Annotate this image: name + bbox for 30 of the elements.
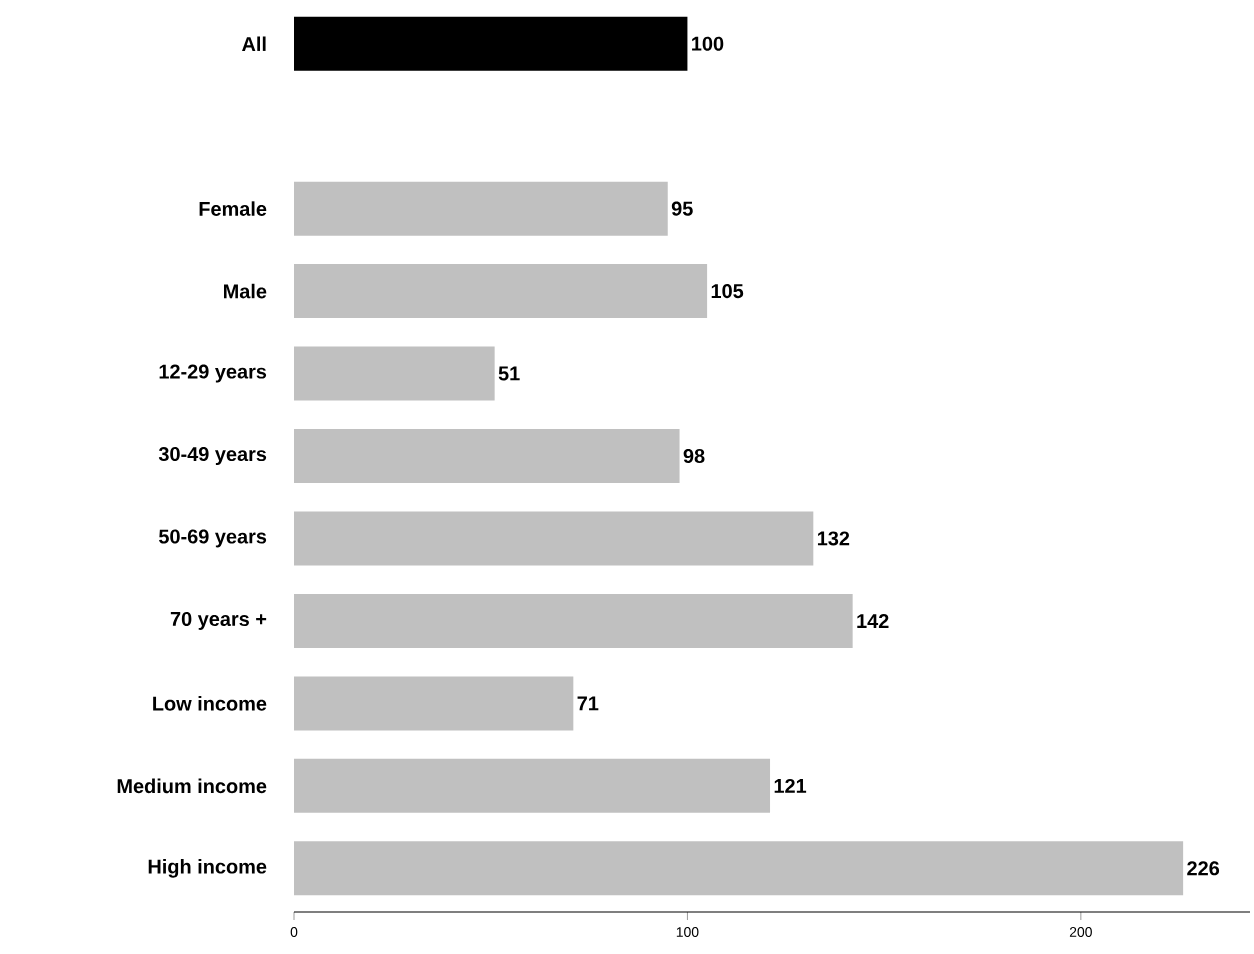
data-label: 121 <box>774 778 807 793</box>
bar <box>294 676 574 731</box>
y-tick-label: Medium income <box>117 778 267 794</box>
data-label: 132 <box>817 531 850 546</box>
y-tick-label: 30-49 years <box>158 446 267 466</box>
data-label: 142 <box>857 613 889 628</box>
data-label: 51 <box>498 366 520 381</box>
data-label: 100 <box>692 36 724 51</box>
bar <box>294 841 1184 896</box>
y-tick-label: Male <box>224 283 267 299</box>
bar <box>294 511 814 566</box>
data-label: 71 <box>577 696 599 711</box>
y-tick-label: Female <box>199 201 267 216</box>
data-label: 105 <box>711 284 744 299</box>
bar <box>294 758 771 813</box>
data-label: 98 <box>683 448 705 464</box>
bar <box>294 16 688 71</box>
bar <box>294 429 680 484</box>
data-label: 95 <box>671 201 693 216</box>
data-label: 226 <box>1187 861 1220 876</box>
bar <box>294 346 495 401</box>
y-tick-label: 70 years + <box>170 611 267 630</box>
y-tick-label: All <box>242 36 266 51</box>
bar <box>294 181 668 236</box>
y-tick-label: Low income <box>153 696 267 711</box>
bar <box>294 264 708 319</box>
y-tick-label: 12-29 years <box>159 364 267 383</box>
y-tick-label: High income <box>148 858 267 878</box>
y-tick-label: 50-69 years <box>159 529 267 548</box>
bar <box>294 593 853 648</box>
